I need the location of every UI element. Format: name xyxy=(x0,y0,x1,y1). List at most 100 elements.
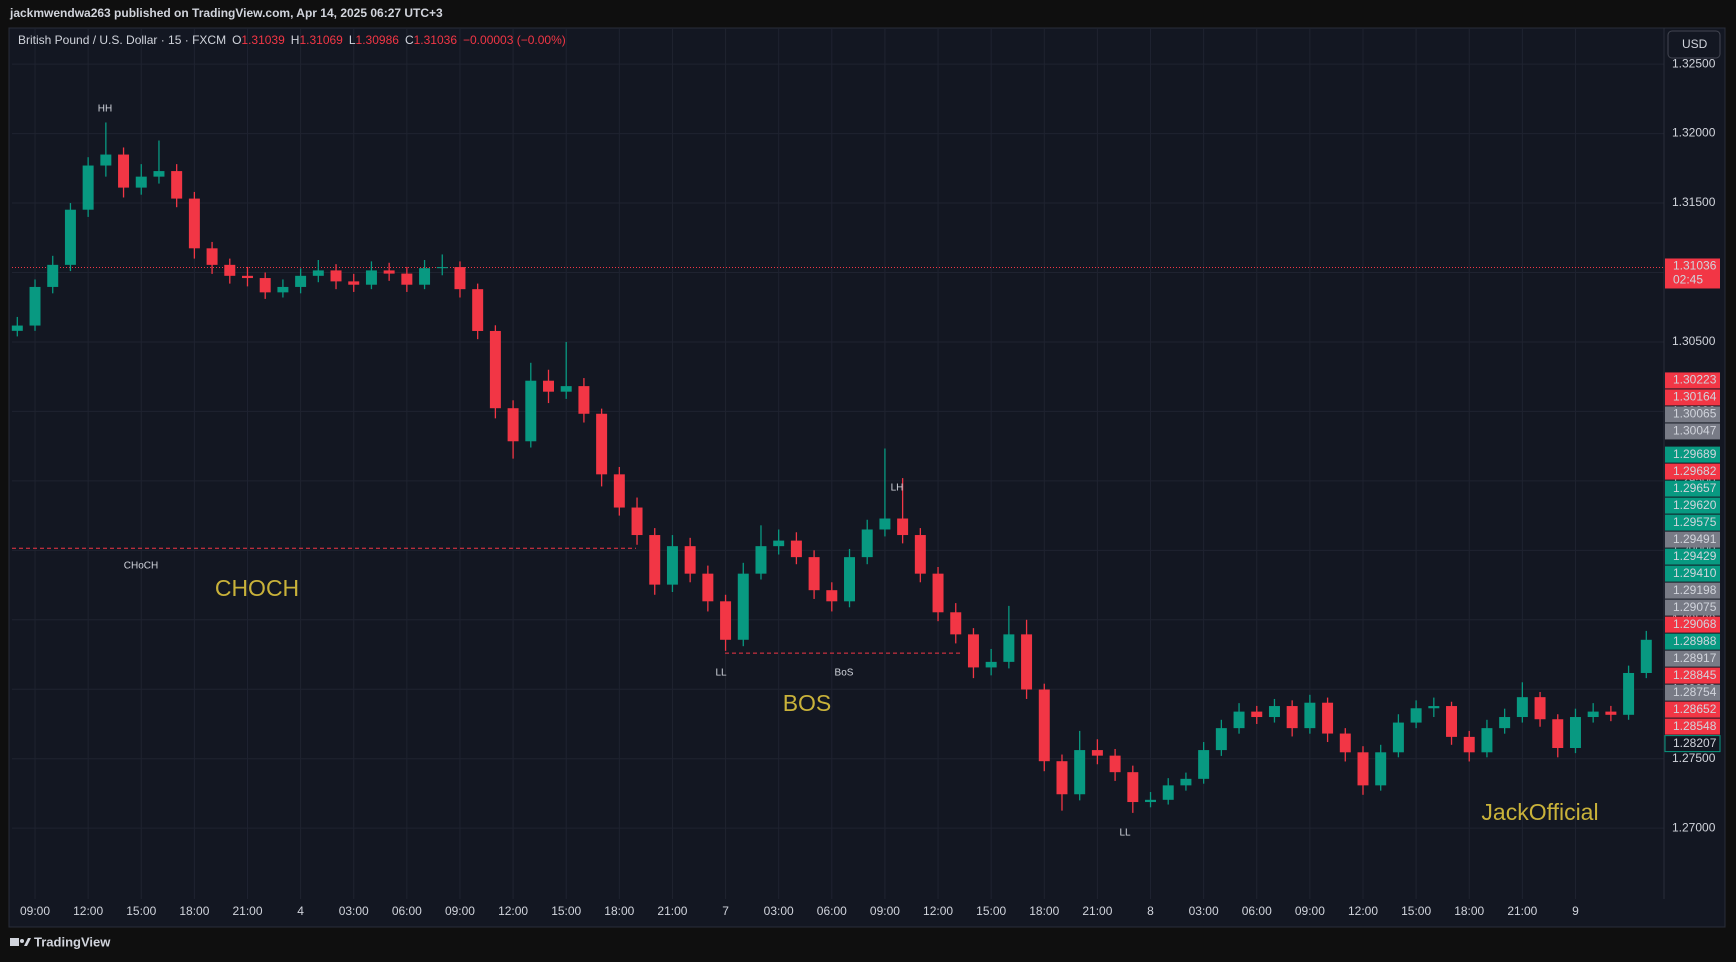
candle-body xyxy=(543,380,554,392)
candle-body xyxy=(578,386,590,414)
price-tag xyxy=(1665,446,1720,463)
candle-body xyxy=(967,634,979,668)
candle-body xyxy=(206,248,218,265)
candle-body xyxy=(47,264,59,287)
legend-key: O xyxy=(232,33,241,47)
annotation: CHoCH xyxy=(124,561,158,572)
candle-body xyxy=(1021,634,1033,690)
last-price-label: 1.31036 xyxy=(1673,259,1717,273)
last-price-tag xyxy=(1665,258,1720,289)
candle-body xyxy=(1127,772,1139,803)
x-tick-label: 4 xyxy=(297,904,304,918)
candle-body xyxy=(64,209,76,265)
price-tag-label: 1.30223 xyxy=(1673,373,1717,387)
candle-body xyxy=(720,601,732,640)
candle-body xyxy=(932,573,944,613)
x-tick-label: 15:00 xyxy=(976,904,1006,918)
candle-body xyxy=(649,535,661,585)
legend-value: 1.31036 xyxy=(414,33,458,47)
candle-body xyxy=(861,529,873,558)
annotation: HH xyxy=(98,104,112,115)
candle-body xyxy=(1428,706,1440,709)
candle-body xyxy=(312,270,324,276)
x-tick-label: 15:00 xyxy=(126,904,156,918)
y-tick-label: 1.32500 xyxy=(1672,56,1716,70)
candle-body xyxy=(365,270,377,285)
candle-body xyxy=(808,557,820,591)
candle-body xyxy=(950,612,962,635)
candle-body xyxy=(135,176,147,188)
candle-body xyxy=(330,270,342,282)
candle-body xyxy=(1304,702,1316,729)
x-tick-label: 09:00 xyxy=(1295,904,1325,918)
candle-body xyxy=(1481,728,1493,753)
x-tick-label: 21:00 xyxy=(1082,904,1112,918)
candle-body xyxy=(224,264,236,276)
candle-body xyxy=(1322,702,1334,734)
candle-body xyxy=(489,330,501,409)
candle-body xyxy=(1463,736,1475,753)
chart-panel xyxy=(8,27,1726,928)
candle-body xyxy=(684,546,696,574)
price-tag-label: 1.30047 xyxy=(1673,424,1717,438)
price-tag-label: 1.29689 xyxy=(1673,447,1717,461)
currency-button[interactable] xyxy=(1667,30,1721,59)
annotation: LL xyxy=(1119,828,1131,839)
candle-body xyxy=(826,590,838,602)
candle-body xyxy=(1516,697,1528,718)
price-tag xyxy=(1665,480,1720,497)
candle-body xyxy=(1605,711,1617,715)
price-tag xyxy=(1665,650,1720,667)
price-tag-label: 1.29075 xyxy=(1673,600,1717,614)
candle-body xyxy=(560,386,572,392)
candle-body xyxy=(1180,778,1192,786)
candle-body xyxy=(29,286,41,326)
candle-body xyxy=(1375,752,1387,786)
annotation: LH xyxy=(891,483,904,494)
candle-body xyxy=(1268,706,1280,718)
candle-body xyxy=(666,546,678,585)
x-tick-label: 12:00 xyxy=(923,904,953,918)
price-tag xyxy=(1665,684,1720,701)
candle-body xyxy=(348,281,360,285)
y-tick-label: 1.30500 xyxy=(1672,334,1716,348)
price-tag-label: 1.28548 xyxy=(1673,719,1717,733)
x-tick-label: 18:00 xyxy=(1454,904,1484,918)
candle-body xyxy=(1286,706,1298,729)
price-tag-label: 1.29575 xyxy=(1673,515,1717,529)
price-tag xyxy=(1665,616,1720,633)
price-tag xyxy=(1665,667,1720,684)
legend-key: H xyxy=(291,33,300,47)
price-tag xyxy=(1665,463,1720,480)
price-tag-label: 1.28917 xyxy=(1673,651,1717,665)
candle-body xyxy=(153,171,165,177)
y-tick-label: 1.27000 xyxy=(1672,820,1716,834)
x-tick-label: 09:00 xyxy=(870,904,900,918)
candle-body xyxy=(383,270,395,274)
price-tag xyxy=(1665,389,1720,406)
candle-body xyxy=(454,267,466,290)
currency-button-label[interactable]: USD xyxy=(1682,37,1708,51)
candle-body xyxy=(1109,755,1121,773)
candle-body xyxy=(1056,761,1068,795)
x-tick-label: 06:00 xyxy=(817,904,847,918)
candle-body xyxy=(436,267,448,269)
candle-body xyxy=(525,380,537,442)
candle-body xyxy=(1623,672,1635,715)
candle-body xyxy=(419,268,431,285)
y-tick-label: 1.27500 xyxy=(1672,751,1716,765)
price-tag xyxy=(1665,718,1720,735)
candle-body xyxy=(1357,752,1369,786)
footer-brand: TradingView xyxy=(34,934,111,949)
candle-body xyxy=(1640,639,1652,673)
price-tag xyxy=(1665,514,1720,531)
candle-body xyxy=(1446,706,1458,737)
candle-body xyxy=(118,154,130,188)
x-tick-label: 09:00 xyxy=(20,904,50,918)
candle-body xyxy=(242,275,253,279)
candle-body xyxy=(1198,750,1210,779)
candle-body xyxy=(1552,719,1564,748)
candle-body xyxy=(1569,717,1581,748)
x-tick-label: 03:00 xyxy=(1189,904,1219,918)
